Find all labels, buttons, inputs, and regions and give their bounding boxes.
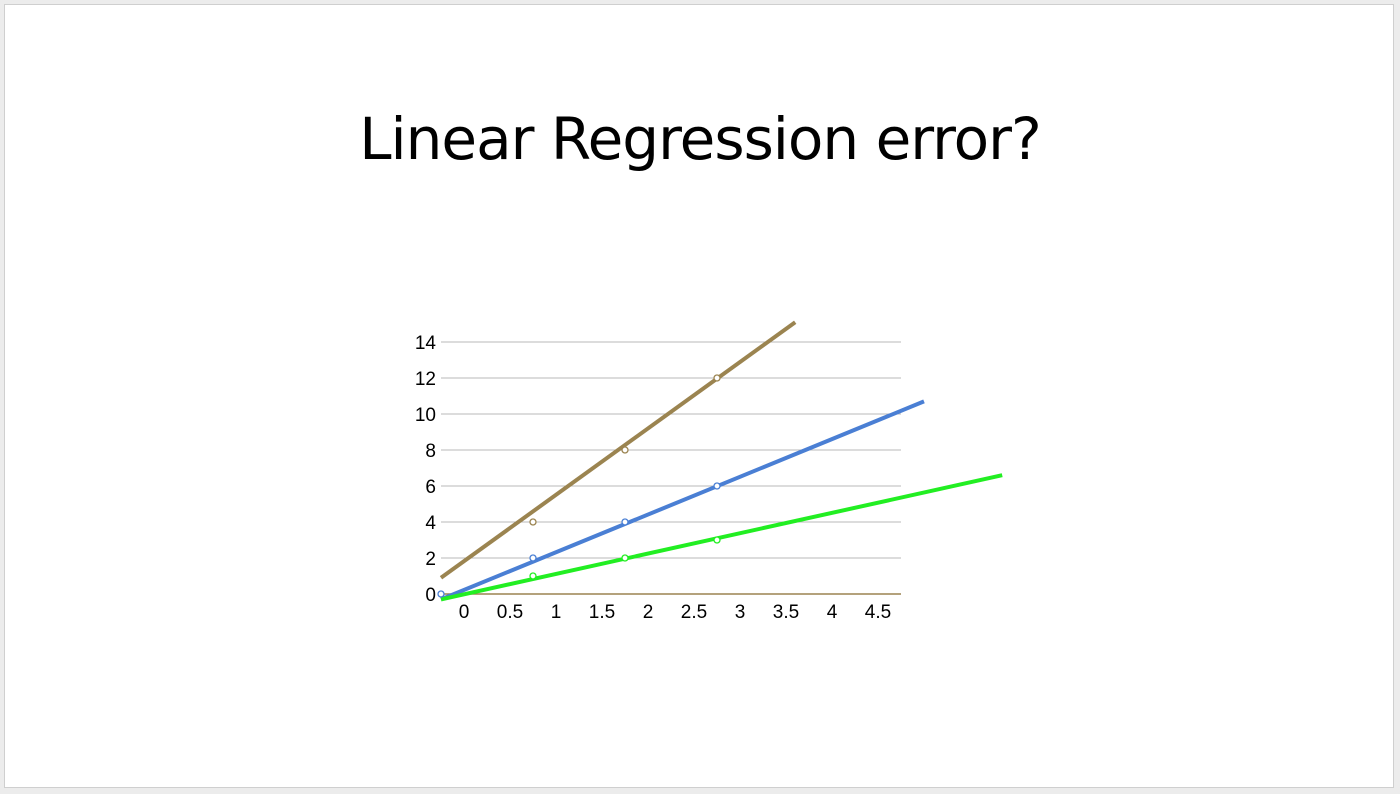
x-tick-label: 3	[735, 602, 746, 623]
data-point	[529, 572, 537, 580]
data-point	[529, 518, 537, 526]
y-tick-label: 12	[415, 369, 436, 390]
x-tick-label: 0.5	[497, 602, 523, 623]
data-point	[621, 554, 629, 562]
x-tick-label: 2	[643, 602, 654, 623]
y-tick-label: 0	[425, 585, 436, 606]
y-tick-label: 8	[425, 441, 436, 462]
data-points	[437, 374, 721, 598]
x-tick-label: 1.5	[589, 602, 615, 623]
fit-line-3	[440, 473, 1003, 602]
data-point	[437, 590, 445, 598]
data-point	[529, 554, 537, 562]
y-tick-label: 14	[415, 333, 437, 354]
y-tick-label: 10	[415, 405, 436, 426]
fit-line-1	[439, 320, 797, 580]
x-tick-label: 4	[827, 602, 838, 623]
y-tick-label: 2	[425, 549, 436, 570]
data-point	[713, 536, 721, 544]
slide: Linear Regression error? 0 2 4 6 8 10 12 14 0 0.5…	[4, 4, 1394, 788]
x-tick-label: 3.5	[773, 602, 799, 623]
x-tick-label: 0	[459, 602, 470, 623]
y-tick-label: 6	[425, 477, 436, 498]
data-point	[621, 446, 629, 454]
scatter-chart: 0 2 4 6 8 10 12 14 0 0.5 1 1.5 2 2.5 3 3.5 4 4.5	[415, 320, 1003, 623]
slide-title: Linear Regression error?	[359, 105, 1042, 173]
fit-line-2	[440, 399, 925, 602]
data-point	[713, 482, 721, 490]
data-point	[713, 374, 721, 382]
x-tick-label: 4.5	[865, 602, 891, 623]
x-tick-label: 2.5	[681, 602, 707, 623]
tick-labels: 0 2 4 6 8 10 12 14 0 0.5 1 1.5 2 2.5 3 3.5 4 4.5	[415, 333, 891, 623]
y-tick-label: 4	[425, 513, 436, 534]
x-tick-label: 1	[551, 602, 562, 623]
data-point	[621, 518, 629, 526]
